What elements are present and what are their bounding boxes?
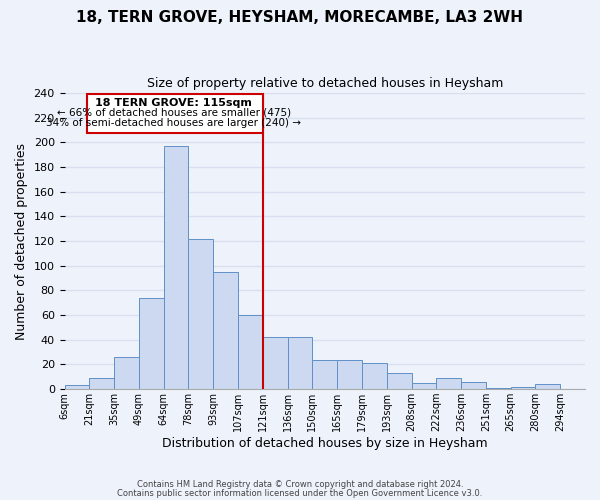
Bar: [164, 146, 188, 389]
Bar: [238, 315, 263, 389]
Bar: [213, 272, 238, 389]
X-axis label: Distribution of detached houses by size in Heysham: Distribution of detached houses by size …: [162, 437, 488, 450]
Text: 18, TERN GROVE, HEYSHAM, MORECAMBE, LA3 2WH: 18, TERN GROVE, HEYSHAM, MORECAMBE, LA3 …: [77, 10, 523, 25]
Bar: [535, 384, 560, 389]
Bar: [89, 378, 114, 389]
Bar: [114, 357, 139, 389]
Text: 18 TERN GROVE: 115sqm: 18 TERN GROVE: 115sqm: [95, 98, 252, 108]
Title: Size of property relative to detached houses in Heysham: Size of property relative to detached ho…: [146, 78, 503, 90]
Bar: [287, 338, 313, 389]
Bar: [511, 386, 535, 389]
Text: 34% of semi-detached houses are larger (240) →: 34% of semi-detached houses are larger (…: [46, 118, 301, 128]
Text: ← 66% of detached houses are smaller (475): ← 66% of detached houses are smaller (47…: [56, 108, 290, 118]
Bar: [362, 364, 387, 389]
Bar: [337, 360, 362, 389]
Bar: [461, 382, 486, 389]
Bar: [387, 373, 412, 389]
Text: Contains HM Land Registry data © Crown copyright and database right 2024.: Contains HM Land Registry data © Crown c…: [137, 480, 463, 489]
Bar: [139, 298, 164, 389]
Y-axis label: Number of detached properties: Number of detached properties: [15, 142, 28, 340]
Bar: [412, 383, 436, 389]
Bar: [188, 238, 213, 389]
Bar: [436, 378, 461, 389]
FancyBboxPatch shape: [87, 94, 263, 132]
Bar: [313, 360, 337, 389]
Bar: [263, 338, 287, 389]
Bar: [65, 386, 89, 389]
Text: Contains public sector information licensed under the Open Government Licence v3: Contains public sector information licen…: [118, 489, 482, 498]
Bar: [486, 388, 511, 389]
